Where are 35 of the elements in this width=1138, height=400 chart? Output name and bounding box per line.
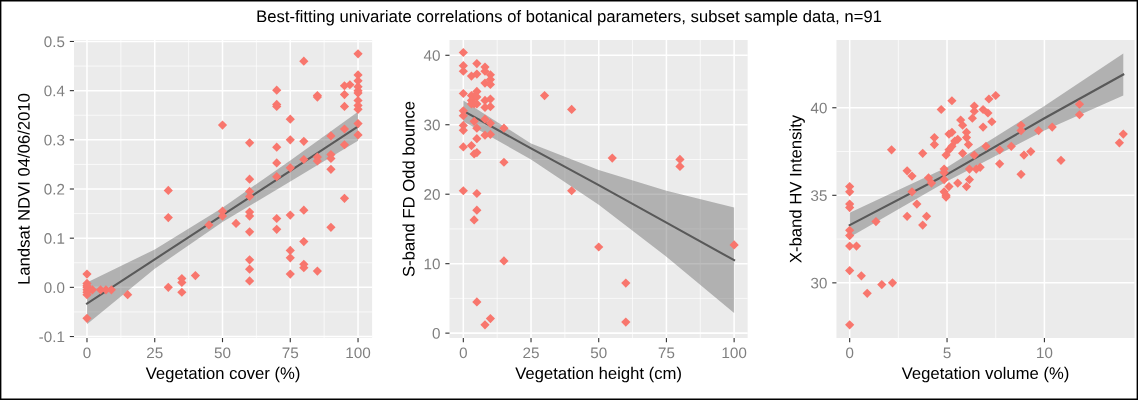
y-tick-label: 0.1: [44, 233, 65, 244]
y-tick-label: 30: [424, 119, 440, 131]
y-tick-label: 20: [424, 189, 440, 200]
x-tick-label: 0: [459, 347, 467, 359]
x-tick-label: 50: [214, 347, 231, 359]
y-tick-label: 0.0: [44, 282, 65, 294]
x-tick-label: 10: [1037, 347, 1053, 359]
y-axis-title: S-band FD Odd bounce: [402, 101, 415, 277]
x-tick-label: 100: [722, 347, 747, 359]
y-tick-label: 35: [810, 190, 827, 201]
y-tick-label: 0: [432, 328, 440, 339]
x-tick-label: 25: [523, 347, 539, 359]
text: Best-fitting univariate correlations of botanical parameters, subset sample data, n=91: [257, 10, 882, 26]
x-tick-label: 50: [590, 347, 607, 359]
x-tick-label: 0: [846, 347, 854, 359]
y-tick-label: 0.3: [44, 134, 65, 146]
y-tick-label: 0.2: [44, 183, 65, 195]
x-tick-label: 0: [83, 347, 91, 359]
y-tick-label: 0.5: [44, 36, 65, 48]
x-axis-title: Vegetation cover (%): [145, 366, 300, 383]
y-tick-label: 40: [810, 102, 827, 114]
x-tick-label: 5: [943, 347, 951, 359]
x-axis-title: Vegetation volume (%): [901, 366, 1069, 383]
y-tick-label: 0.4: [44, 85, 65, 97]
x-tick-label: 25: [147, 347, 163, 359]
x-tick-label: 75: [658, 347, 675, 359]
y-tick-label: -0.1: [39, 331, 65, 343]
y-tick-label: 40: [423, 50, 440, 61]
x-tick-label: 100: [346, 347, 371, 359]
x-axis-title: Vegetation height (cm): [515, 366, 681, 383]
y-tick-label: 10: [424, 258, 440, 270]
y-axis-title: Landsat NDVI 04/06/2010: [17, 93, 30, 284]
y-axis-title: X-band HV Intensity: [789, 114, 805, 263]
x-tick-label: 75: [282, 347, 299, 359]
y-tick-label: 30: [810, 277, 827, 289]
